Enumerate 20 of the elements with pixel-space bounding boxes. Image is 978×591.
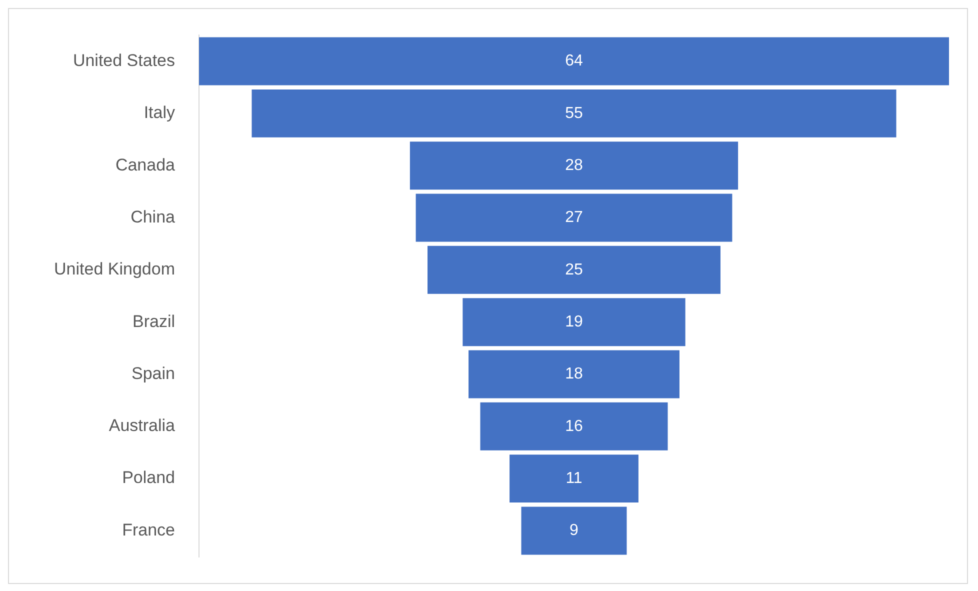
category-label: Italy bbox=[144, 103, 176, 122]
data-label: 19 bbox=[565, 313, 583, 330]
data-label: 28 bbox=[565, 157, 583, 174]
data-label: 55 bbox=[565, 104, 583, 122]
category-label: Brazil bbox=[132, 312, 175, 331]
data-label: 9 bbox=[570, 522, 579, 540]
data-label: 11 bbox=[566, 470, 582, 487]
category-label: Poland bbox=[122, 468, 175, 488]
category-label: Canada bbox=[115, 155, 176, 174]
category-label: Spain bbox=[132, 364, 175, 383]
category-label: Australia bbox=[108, 416, 176, 436]
category-label: United States bbox=[72, 50, 175, 70]
data-label: 25 bbox=[565, 261, 583, 278]
category-label: China bbox=[130, 207, 176, 226]
data-label: 16 bbox=[565, 418, 583, 435]
data-label: 64 bbox=[565, 52, 583, 70]
data-label: 27 bbox=[565, 209, 583, 226]
data-label: 18 bbox=[565, 366, 583, 383]
category-label: France bbox=[122, 520, 175, 540]
category-label: United Kingdom bbox=[54, 260, 175, 279]
